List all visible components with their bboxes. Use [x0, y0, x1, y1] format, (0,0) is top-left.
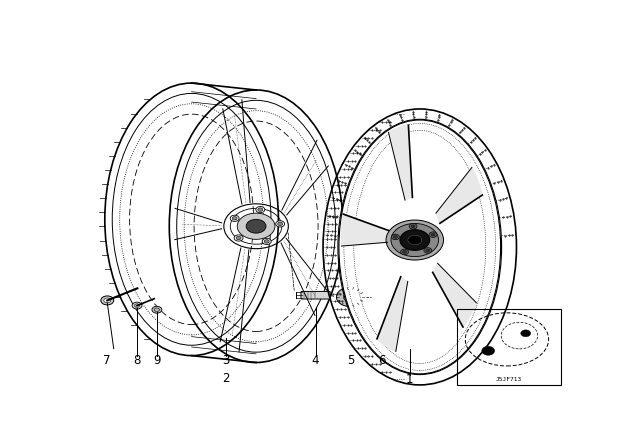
- Polygon shape: [388, 125, 412, 200]
- Circle shape: [230, 215, 239, 221]
- Circle shape: [278, 222, 283, 226]
- FancyBboxPatch shape: [301, 292, 330, 299]
- Circle shape: [337, 287, 364, 306]
- Circle shape: [237, 213, 275, 239]
- Circle shape: [246, 220, 266, 233]
- Circle shape: [411, 225, 415, 228]
- Text: 2: 2: [223, 371, 230, 384]
- Text: 5: 5: [348, 353, 355, 366]
- Text: 4: 4: [312, 353, 319, 366]
- Circle shape: [104, 298, 111, 303]
- Text: J5JF713: J5JF713: [496, 377, 522, 382]
- Circle shape: [394, 236, 397, 238]
- Circle shape: [521, 330, 531, 337]
- Circle shape: [409, 224, 417, 229]
- Circle shape: [429, 232, 437, 237]
- Circle shape: [426, 249, 430, 252]
- Polygon shape: [341, 214, 388, 246]
- Circle shape: [400, 230, 429, 250]
- Circle shape: [408, 235, 422, 245]
- Ellipse shape: [339, 120, 500, 374]
- Circle shape: [132, 302, 142, 309]
- Text: 8: 8: [133, 353, 141, 366]
- Circle shape: [392, 234, 399, 240]
- Circle shape: [424, 248, 432, 253]
- Circle shape: [264, 240, 269, 243]
- Circle shape: [258, 208, 263, 211]
- Circle shape: [236, 236, 241, 240]
- Circle shape: [401, 249, 408, 254]
- Text: 1: 1: [406, 373, 413, 386]
- Circle shape: [234, 235, 243, 241]
- Circle shape: [482, 346, 495, 355]
- Text: 9: 9: [153, 353, 161, 366]
- Circle shape: [391, 224, 438, 257]
- Circle shape: [344, 292, 357, 302]
- Circle shape: [403, 250, 406, 253]
- Text: 3: 3: [223, 353, 230, 366]
- Bar: [457, 309, 561, 385]
- Text: 6: 6: [378, 353, 385, 366]
- Polygon shape: [377, 277, 408, 351]
- Polygon shape: [433, 263, 476, 327]
- Circle shape: [262, 238, 271, 245]
- Circle shape: [256, 207, 265, 213]
- Circle shape: [232, 216, 237, 220]
- Circle shape: [431, 233, 435, 236]
- Circle shape: [101, 296, 114, 305]
- Circle shape: [152, 306, 162, 313]
- Text: 7: 7: [102, 353, 110, 366]
- Ellipse shape: [371, 292, 392, 302]
- Circle shape: [386, 220, 444, 260]
- Ellipse shape: [376, 294, 387, 300]
- Circle shape: [276, 221, 285, 227]
- Polygon shape: [436, 168, 483, 223]
